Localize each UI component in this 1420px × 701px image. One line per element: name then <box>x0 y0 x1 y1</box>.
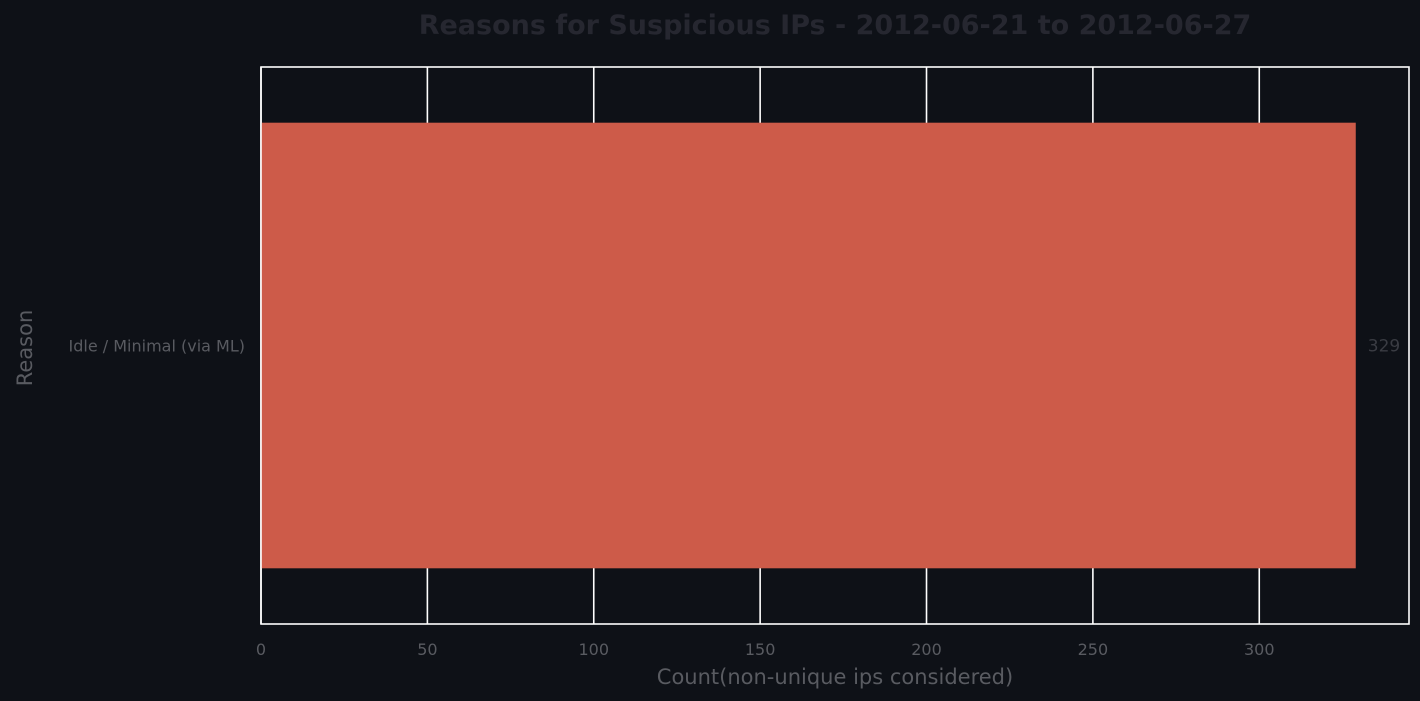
x-tick-labels: 0 50 100 150 200 250 300 <box>256 640 1275 659</box>
y-tick-label: Idle / Minimal (via ML) <box>69 337 246 356</box>
x-tick-label: 50 <box>417 640 437 659</box>
x-tick-label: 100 <box>578 640 609 659</box>
x-axis-label: Count(non-unique ips considered) <box>657 665 1013 689</box>
bar <box>261 122 1356 569</box>
x-tick-label: 200 <box>911 640 942 659</box>
plot-area-frame <box>260 66 1410 625</box>
chart-title: Reasons for Suspicious IPs - 2012-06-21 … <box>419 10 1252 41</box>
y-axis-label: Reason <box>13 310 37 387</box>
x-tick-label: 150 <box>745 640 776 659</box>
y-tick-labels: Idle / Minimal (via ML) <box>69 337 246 356</box>
data-labels: 329 <box>1368 337 1400 357</box>
x-tick-label: 0 <box>256 640 266 659</box>
bar-value-label: 329 <box>1368 337 1400 357</box>
bars <box>261 122 1356 569</box>
x-tick-label: 300 <box>1244 640 1275 659</box>
x-tick-label: 250 <box>1078 640 1109 659</box>
